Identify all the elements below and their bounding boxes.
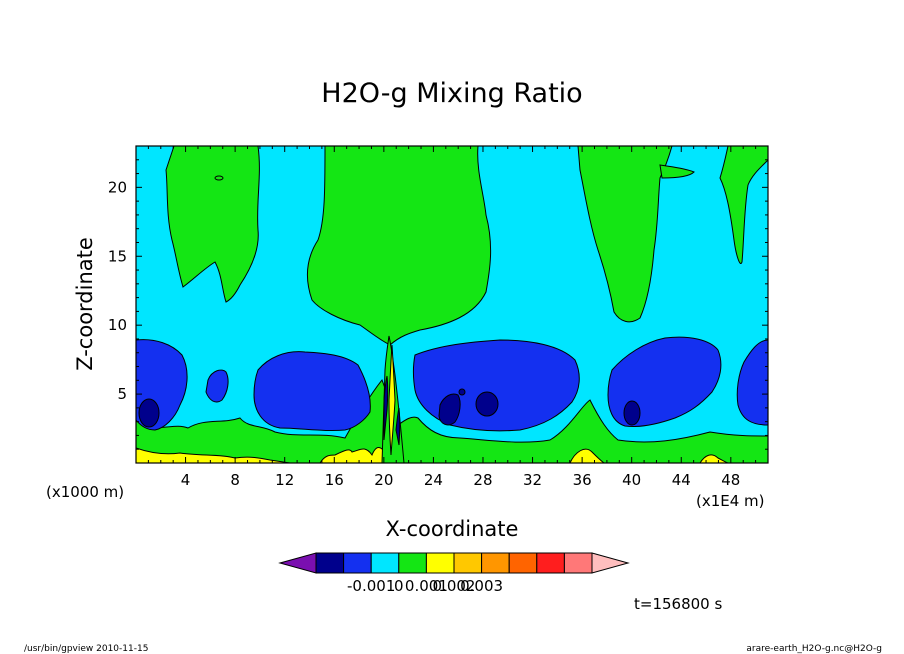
region-green-plume-right bbox=[577, 146, 673, 323]
x-tick-label: 48 bbox=[721, 471, 740, 489]
legend-label: -0.001 bbox=[347, 577, 395, 595]
legend-swatch bbox=[481, 552, 510, 574]
region-central-yellow-streak bbox=[388, 344, 396, 456]
legend-label: 0 bbox=[394, 577, 404, 595]
region-yellow-floor-far-right bbox=[699, 454, 729, 463]
plot-area bbox=[136, 146, 768, 463]
legend-swatch bbox=[370, 552, 400, 574]
x-axis: 4 8 12 16 20 24 28 32 36 40 44 48 bbox=[147, 146, 757, 489]
y-unit-note: (x1000 m) bbox=[46, 483, 124, 501]
region-yellow-floor-right bbox=[569, 448, 605, 463]
x-tick-label: 16 bbox=[325, 471, 344, 489]
legend-label: 0.003 bbox=[460, 577, 503, 595]
region-dark-core-3 bbox=[475, 391, 499, 417]
legend-arrow-high bbox=[591, 552, 630, 574]
region-green-plume-left bbox=[165, 146, 260, 303]
x-axis-label: X-coordinate bbox=[386, 517, 519, 541]
y-tick-label: 10 bbox=[108, 316, 127, 334]
y-axis-label: Z-coordinate bbox=[73, 237, 97, 371]
region-dark-core-2 bbox=[438, 393, 461, 426]
x-tick-label: 4 bbox=[181, 471, 191, 489]
region-dark-core-5 bbox=[458, 388, 466, 396]
region-green-top-right bbox=[659, 164, 695, 179]
region-green-small-top bbox=[214, 175, 224, 181]
chart-title: H2O-g Mixing Ratio bbox=[321, 78, 582, 109]
legend-label: 0.002 bbox=[433, 577, 476, 595]
legend-swatch bbox=[425, 552, 455, 574]
x-unit-note: (x1E4 m) bbox=[696, 492, 765, 510]
region-yellow-floor bbox=[136, 447, 291, 463]
region-blue-cell-4 bbox=[413, 339, 580, 432]
x-tick-label: 20 bbox=[374, 471, 393, 489]
y-tick-label: 20 bbox=[108, 178, 127, 196]
x-tick-label: 32 bbox=[523, 471, 542, 489]
region-green-far-right bbox=[719, 146, 768, 264]
y-tick-label: 5 bbox=[117, 385, 127, 403]
legend-label: 0.001 bbox=[405, 577, 448, 595]
x-tick-label: 12 bbox=[275, 471, 294, 489]
region-yellow-floor-center bbox=[319, 447, 391, 463]
legend-swatch bbox=[536, 552, 565, 574]
x-tick-label: 24 bbox=[424, 471, 443, 489]
footer-right: arare-earth_H2O-g.nc@H2O-g bbox=[746, 644, 882, 654]
legend-swatch bbox=[508, 552, 538, 574]
legend-swatch bbox=[315, 552, 345, 574]
x-tick-label: 36 bbox=[573, 471, 592, 489]
region-blue-cell-3 bbox=[253, 351, 371, 432]
region-central-dark-streak bbox=[383, 375, 389, 441]
legend-swatch bbox=[343, 552, 372, 574]
x-tick-label: 44 bbox=[672, 471, 691, 489]
plot-frame bbox=[135, 145, 769, 464]
region-green-plume-center bbox=[306, 146, 492, 346]
region-dark-core-1 bbox=[138, 398, 160, 428]
x-tick-label: 8 bbox=[230, 471, 240, 489]
region-dark-core-4 bbox=[623, 400, 641, 426]
x-tick-label: 28 bbox=[473, 471, 492, 489]
legend-swatch bbox=[453, 552, 483, 574]
region-central-dark-streak-2 bbox=[395, 407, 401, 446]
time-label: t=156800 s bbox=[634, 595, 722, 613]
footer-left: /usr/bin/gpview 2010-11-15 bbox=[24, 644, 148, 654]
y-tick-label: 15 bbox=[108, 247, 127, 265]
x-tick-label: 40 bbox=[622, 471, 641, 489]
region-blue-cell-2 bbox=[205, 369, 229, 403]
region-blue-cell-6 bbox=[736, 339, 768, 426]
y-axis: 5 10 15 20 bbox=[108, 159, 768, 450]
region-green-lower-band bbox=[136, 379, 768, 463]
legend-swatch bbox=[398, 552, 427, 574]
legend-swatch bbox=[563, 552, 593, 574]
legend-arrow-low bbox=[278, 552, 317, 574]
